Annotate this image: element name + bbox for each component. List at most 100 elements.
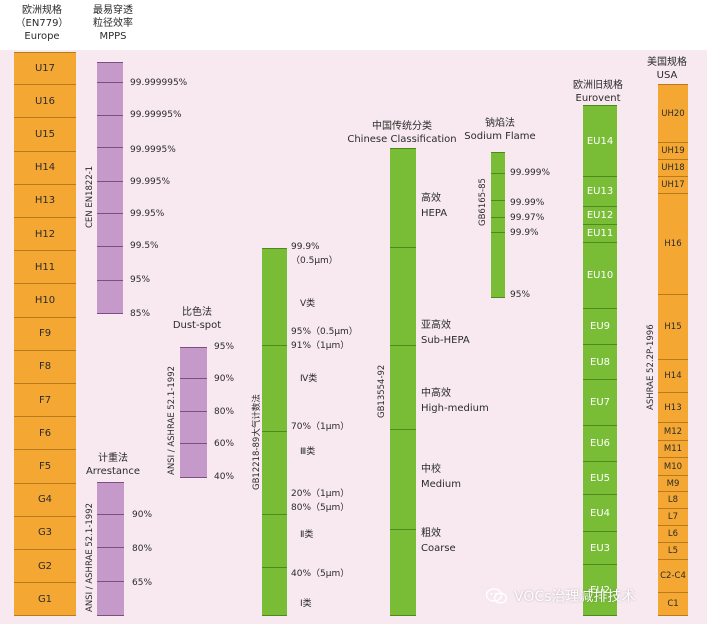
arrestance-value: 65% (132, 578, 153, 588)
header-mpps-line: MPPS (99, 31, 127, 42)
eurovent-segment: EU12 (583, 207, 617, 225)
gb12218-segment (262, 432, 287, 515)
gb12218-class: Ⅱ类 (300, 530, 314, 540)
europe-class-segment: G3 (14, 516, 76, 550)
europe-class-label: G4 (37, 494, 53, 506)
usa-class-label: C1 (667, 599, 679, 609)
header-mpps-line: 粒径效率 (93, 18, 133, 29)
usa-segment: L8 (658, 492, 688, 509)
watermark-text: VOCs治理减排技术 (514, 589, 636, 605)
usa-class-label: M11 (663, 444, 683, 454)
usa-segment: H15 (658, 295, 688, 360)
usa-segment: H13 (658, 393, 688, 423)
header-en779-line: Europe (24, 31, 60, 42)
europe-class-segment: G4 (14, 483, 76, 517)
gb12218-class: Ⅳ类 (300, 374, 318, 384)
usa-segment: C2-C4 (658, 560, 688, 593)
usa-segment: M11 (658, 441, 688, 458)
dust-spot-standard-label: ANSI / ASHRAE 52.1-1992 (167, 365, 177, 475)
sodium-segment (491, 233, 505, 298)
gb12218-class: Ⅴ类 (300, 299, 316, 309)
usa-segment: UH18 (658, 160, 688, 177)
usa-segment: M9 (658, 476, 688, 492)
europe-class-segment: H11 (14, 251, 76, 285)
sodium-standard-label: GB6165-85 (478, 178, 488, 226)
header-dust-spot: 比色法 Dust-spot (160, 306, 234, 332)
eurovent-segment: EU4 (583, 495, 617, 532)
eurovent-class-label: EU10 (586, 270, 614, 281)
eurovent-class-label: EU7 (590, 397, 610, 408)
europe-class-segment: F8 (14, 350, 76, 384)
eurovent-class-label: EU9 (590, 321, 610, 332)
europe-class-segment: F6 (14, 417, 76, 451)
arrestance-segment (97, 515, 124, 548)
gb12218-mark: 91%（1μm） (291, 341, 350, 351)
arrestance-segment (97, 582, 124, 616)
gb12218-class: Ⅲ类 (300, 447, 316, 457)
header-eurovent-line: 欧洲旧规格 (573, 80, 623, 91)
usa-class-label: M12 (663, 426, 683, 437)
europe-class-segment: H13 (14, 184, 76, 218)
usa-class-label: H15 (664, 322, 682, 332)
europe-class-label: G1 (37, 593, 53, 605)
arrestance-segment (97, 548, 124, 582)
mpps-value: 99.9995% (130, 145, 176, 155)
chinese-class-en: Medium (421, 479, 461, 490)
usa-class-label: C2-C4 (660, 571, 686, 581)
chinese-class-cn: 中高效 (421, 388, 451, 399)
gb12218-mark: 20%（1μm） (291, 489, 350, 499)
sodium-segment (491, 174, 505, 201)
usa-segment: M12 (658, 423, 688, 441)
dust-spot-segment (180, 379, 207, 412)
europe-class-segment: U17 (14, 52, 76, 86)
europe-class-label: H10 (34, 294, 56, 306)
eurovent-class-label: EU4 (590, 507, 610, 519)
usa-class-label: M10 (663, 461, 683, 472)
usa-segment: L7 (658, 509, 688, 526)
gb12218-class: Ⅰ类 (300, 599, 312, 609)
eurovent-segment: EU6 (583, 426, 617, 462)
header-usa-line: 美国规格 (647, 57, 687, 68)
chinese-segment (390, 430, 416, 530)
usa-class-label: H16 (664, 239, 682, 249)
mpps-value: 99.5% (130, 241, 159, 251)
header-mpps: 最易穿透 粒径效率 MPPS (78, 4, 148, 43)
eurovent-segment: EU2 (583, 565, 617, 616)
dust-spot-segment (180, 412, 207, 444)
usa-class-label: UH20 (661, 108, 685, 119)
dust-spot-value: 60% (214, 439, 235, 449)
gb12218-mark: 99.9% (291, 242, 320, 252)
europe-column: U17 U16 U15 H14 H13 H12 H11 H10 F9 F8 F7… (14, 52, 76, 616)
dust-spot-value: 40% (214, 472, 235, 482)
gb12218-mark: 80%（5μm） (291, 503, 350, 513)
mpps-value: 99.995% (130, 177, 171, 187)
eurovent-segment: EU9 (583, 309, 617, 345)
mpps-segment (97, 148, 123, 182)
gb12218-mark: （0.5μm） (291, 256, 338, 266)
europe-class-label: H12 (34, 228, 56, 240)
arrestance-value: 80% (132, 544, 153, 554)
eurovent-segment: EU3 (583, 532, 617, 565)
eurovent-segment: EU7 (583, 380, 617, 426)
usa-class-label: L5 (667, 546, 679, 556)
europe-class-label: H11 (34, 261, 56, 273)
europe-class-segment: H12 (14, 218, 76, 252)
gb12218-mark: 70%（1μm） (291, 422, 350, 432)
dust-spot-value: 95% (214, 342, 235, 352)
usa-segment: M10 (658, 458, 688, 476)
eurovent-class-label: EU3 (590, 542, 610, 554)
arrestance-column (97, 482, 124, 616)
dust-spot-segment (180, 347, 207, 379)
header-chinese: 中国传统分类 Chinese Classification (340, 120, 464, 146)
sodium-value: 99.97% (510, 213, 545, 223)
header-arrestance-line: Arrestance (85, 466, 141, 477)
eurovent-segment: EU10 (583, 243, 617, 309)
usa-segment: UH19 (658, 143, 688, 160)
chinese-class-cn: 高效 (421, 193, 441, 204)
eurovent-class-label: EU2 (590, 584, 610, 596)
europe-class-segment: U15 (14, 118, 76, 152)
usa-column: UH20 UH19 UH18 UH17 H16 H15 H14 H13 M12 … (658, 84, 688, 616)
arrestance-standard-label: ANSI / ASHRAE 52.1-1992 (85, 502, 95, 612)
header-sodium-line: Sodium Flame (464, 131, 536, 142)
europe-class-label: F5 (38, 460, 52, 472)
